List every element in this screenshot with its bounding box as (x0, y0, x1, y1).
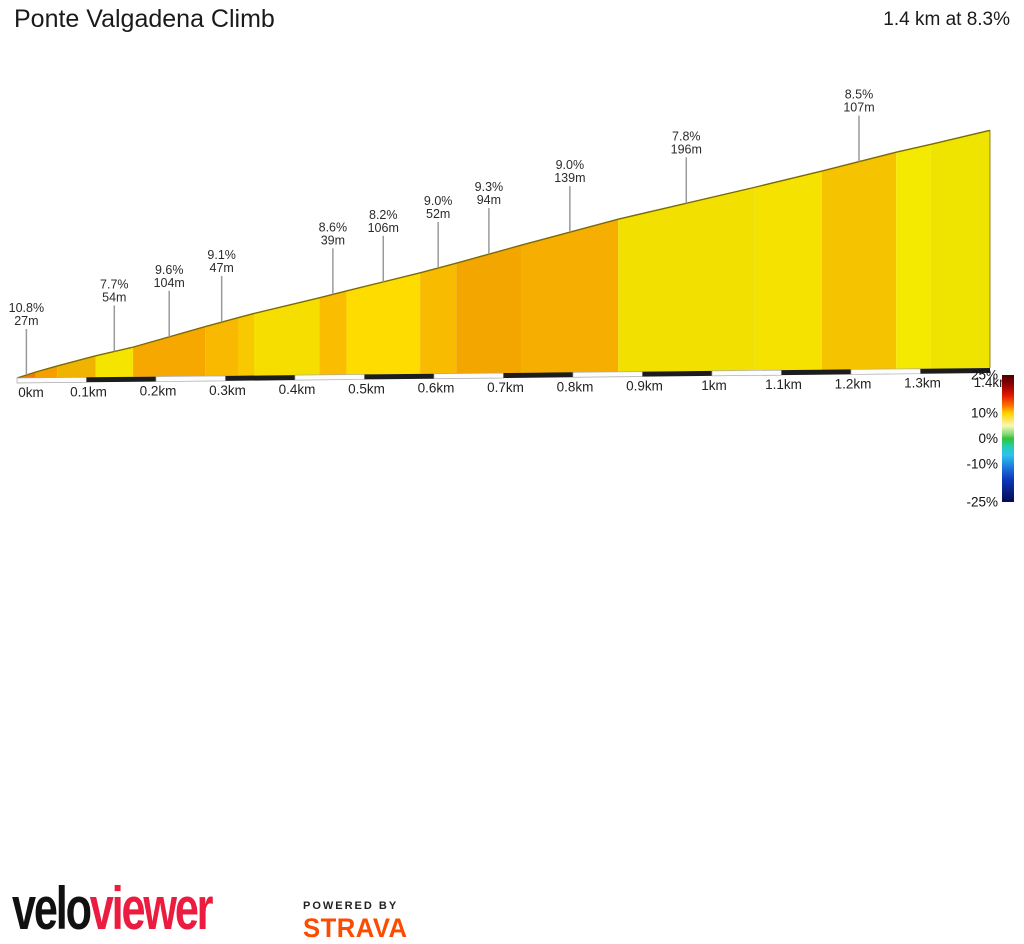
segment-gradient-label: 7.7% (100, 277, 129, 291)
distance-scale-bar-segment (294, 374, 365, 381)
distance-scale-bar-segment (16, 376, 87, 384)
segment-length-label: 104m (154, 276, 185, 290)
segment-gradient-label: 8.6% (319, 220, 348, 234)
segment-gradient-label: 9.3% (475, 180, 504, 194)
distance-tick-label: 1.2km (835, 376, 872, 391)
segment-length-label: 94m (477, 193, 501, 207)
profile-segment (346, 272, 421, 375)
climb-profile-chart: 0km 0.1km 0.2km 0.3km 0.4km 0.5km 0.6km 0.7km 0.… (9, 88, 1014, 510)
profile-segment (456, 245, 522, 374)
segment-gradient-label: 8.2% (369, 208, 398, 222)
segment-gradient-label: 8.5% (845, 88, 874, 102)
profile-segment (133, 326, 206, 377)
profile-segment (821, 152, 897, 370)
page-title: Ponte Valgadena Climb (14, 5, 275, 33)
distance-tick-label: 0.2km (140, 384, 177, 399)
distance-tick-label: 0.6km (418, 381, 455, 396)
segment-gradient-label: 7.8% (672, 129, 701, 143)
strava-logo: STRAVA (303, 913, 408, 943)
veloviewer-logo-velo: velo (12, 875, 92, 942)
segment-gradient-label: 9.0% (424, 194, 453, 208)
distance-scale-bar-segment (781, 369, 851, 376)
profile-segment (930, 130, 990, 369)
distance-scale-bar-segment (572, 371, 643, 378)
distance-tick-label: 0.9km (626, 379, 663, 394)
distance-tick-label: 1.4km (974, 375, 1011, 390)
segment-length-label: 107m (843, 101, 874, 115)
distance-scale-bar-segment (920, 368, 990, 374)
powered-by-label: POWERED BY (303, 900, 399, 912)
segment-gradient-label: 10.8% (9, 301, 44, 315)
segment-length-label: 27m (14, 314, 38, 328)
distance-scale-bar-segment (86, 376, 156, 383)
profile-segment (420, 263, 457, 374)
gradient-legend-tick-label: -25% (966, 495, 998, 510)
segment-gradient-label: 9.6% (155, 263, 184, 277)
distance-tick-label: 0.1km (70, 384, 107, 399)
distance-scale-bar-segment (433, 372, 504, 380)
segment-length-label: 54m (102, 290, 126, 304)
profile-segment (238, 313, 254, 376)
distance-tick-label: 0.3km (209, 383, 246, 398)
segment-length-label: 39m (321, 233, 345, 247)
distance-tick-label: 0.7km (487, 380, 524, 395)
profile-segment (95, 347, 134, 378)
gradient-legend-tick-label: -10% (966, 456, 998, 471)
distance-tick-label: 0.8km (557, 379, 594, 394)
segment-length-label: 106m (368, 221, 399, 235)
distance-tick-label: 1km (701, 378, 727, 393)
profile-segment (618, 187, 755, 372)
profile-segment (57, 355, 96, 378)
segment-length-label: 196m (671, 142, 702, 156)
profile-segment (521, 219, 619, 373)
gradient-legend-tick-label: 25% (971, 368, 998, 383)
distance-tick-label: 0.5km (348, 381, 385, 396)
segment-length-label: 139m (554, 171, 585, 185)
profile-top-outline (16, 129, 991, 379)
distance-scale-bar-segment (225, 375, 295, 381)
distance-scale-bar-segment (711, 369, 782, 377)
profile-segment (205, 317, 239, 377)
gradient-legend-bar (1002, 375, 1014, 502)
strava-attribution[interactable]: POWERED BY STRAVA (303, 900, 413, 944)
distance-scale-bar-segment (850, 368, 921, 375)
gradient-legend-tick-label: 0% (978, 431, 998, 446)
profile-segment (319, 290, 347, 375)
segment-length-label: 52m (426, 207, 450, 221)
distance-tick-label: 0km (18, 385, 44, 400)
distance-tick-label: 1.3km (904, 376, 941, 391)
veloviewer-logo-viewer: viewer (89, 875, 214, 942)
segment-length-label: 47m (210, 261, 234, 275)
gradient-legend-tick-label: 10% (971, 406, 998, 421)
distance-tick-label: 0.4km (279, 382, 316, 397)
distance-tick-label: 1.1km (765, 377, 802, 392)
distance-scale-bar-segment (503, 372, 573, 378)
veloviewer-logo[interactable]: veloviewer (12, 879, 213, 939)
footer: veloviewer POWERED BY STRAVA (0, 438, 1024, 944)
segment-gradient-label: 9.1% (207, 248, 236, 262)
climb-summary: 1.4 km at 8.3% (883, 9, 1010, 30)
distance-scale-bar-segment (155, 375, 226, 382)
segment-gradient-label: 9.0% (556, 158, 585, 172)
distance-scale-bar-segment (642, 370, 712, 377)
profile-segment (754, 171, 822, 371)
profile-segment (896, 144, 931, 369)
profile-segment (35, 365, 58, 378)
profile-segment (253, 297, 320, 376)
distance-scale-bar-segment (364, 373, 434, 380)
